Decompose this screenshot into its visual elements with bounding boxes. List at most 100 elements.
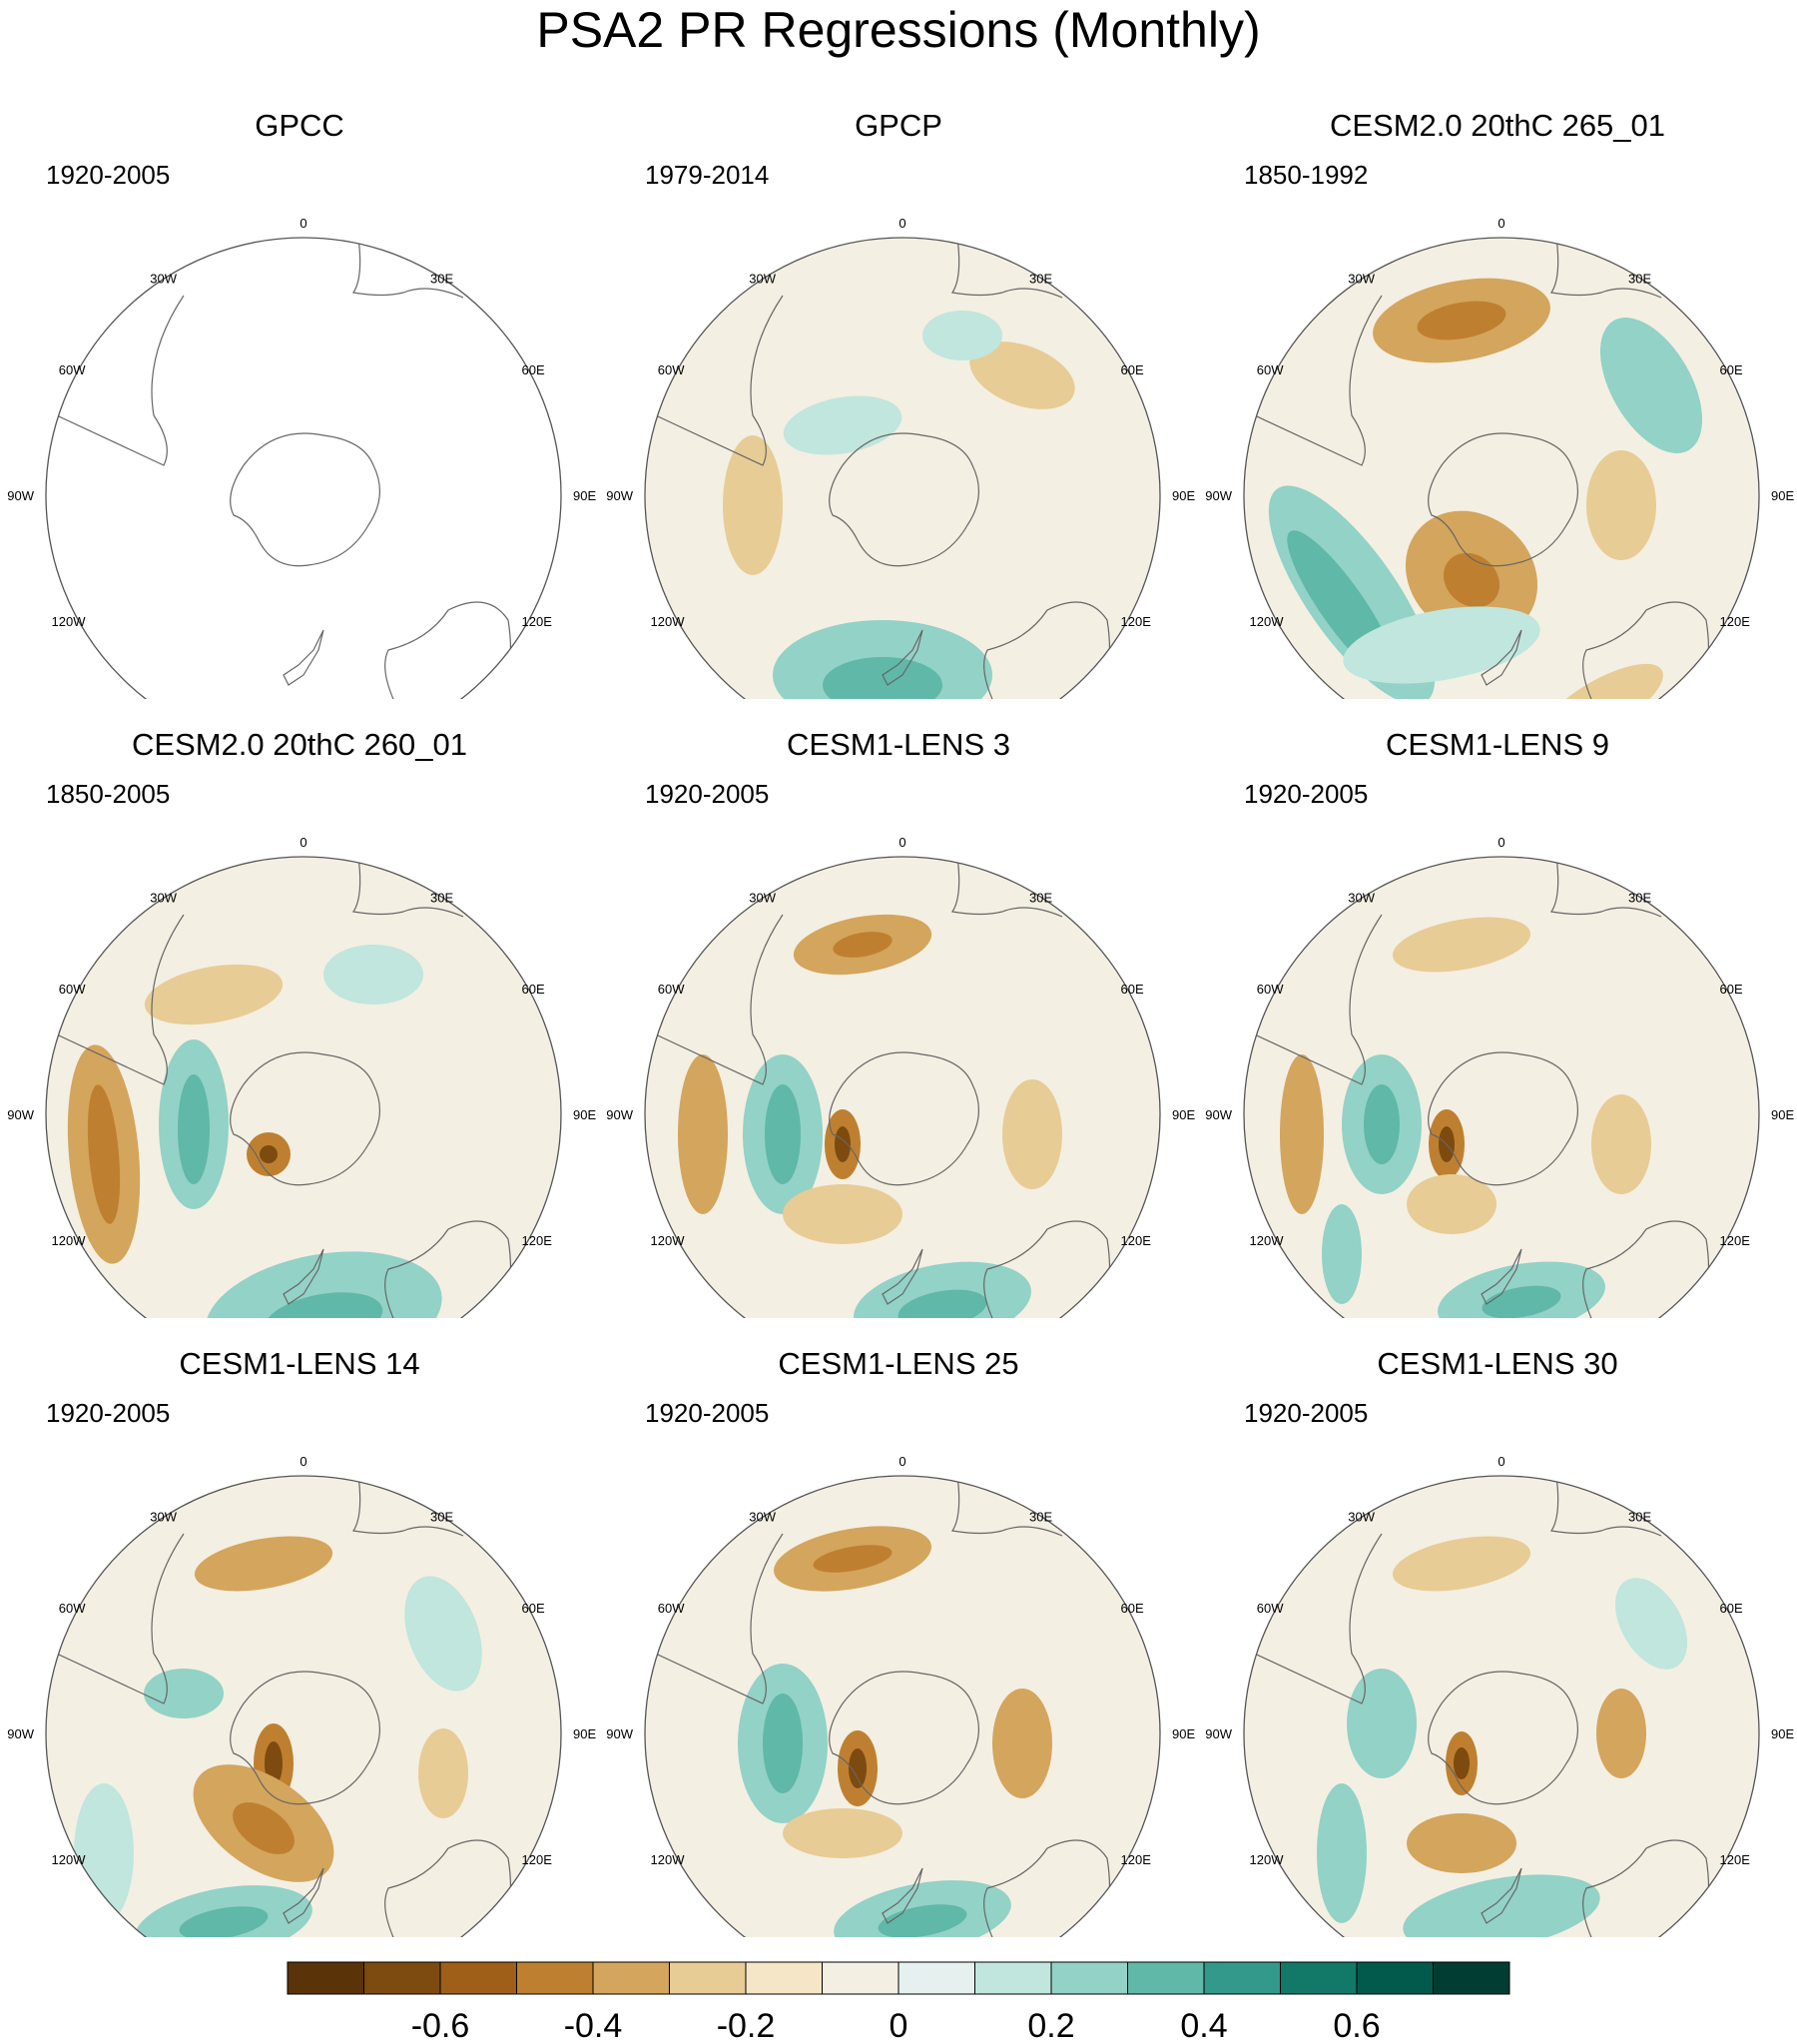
- contour-region: [813, 1545, 893, 1573]
- map-panel: 030E60E90E120E150E180150W120W90W60W30WGP…: [0, 80, 599, 699]
- longitude-label: 60W: [658, 1601, 685, 1616]
- colorbar-swatch: [745, 1961, 823, 1995]
- contour-region: [1392, 917, 1531, 973]
- south-america-coastline: [645, 295, 784, 466]
- longitude-label: 120W: [651, 614, 686, 629]
- panel-period: 1920-2005: [46, 1398, 171, 1428]
- contour-region: [144, 964, 284, 1025]
- colorbar-swatch: [974, 1961, 1052, 1995]
- polar-map: 030E60E90E120E150E180150W120W90W60W30W: [7, 835, 596, 1318]
- map-panel: 030E60E90E120E150E180150W120W90W60W30W CE…: [0, 699, 599, 1318]
- south-america-coastline: [645, 914, 784, 1085]
- south-america-coastline: [46, 295, 185, 466]
- contour-region: [835, 1126, 851, 1162]
- panel-period: 1850-2005: [46, 779, 171, 809]
- longitude-label: 30E: [1029, 891, 1052, 906]
- colorbar-swatch: [1280, 1961, 1358, 1995]
- longitude-label: 120W: [52, 1852, 87, 1867]
- longitude-label: 90W: [7, 1726, 34, 1741]
- australia-coastline: [983, 1839, 1111, 1937]
- colorbar-swatch: [439, 1961, 517, 1995]
- map-boundary: [644, 1475, 1161, 1937]
- map-boundary: [45, 856, 562, 1318]
- longitude-label: 30W: [749, 272, 776, 287]
- longitude-label: 0: [300, 1454, 306, 1469]
- polar-map: 030E60E90E120E150E180150W120W90W60W30W: [7, 216, 596, 699]
- longitude-label: 120W: [1250, 614, 1285, 629]
- panel-period: 1920-2005: [1244, 779, 1369, 809]
- contour-region: [1317, 1783, 1367, 1923]
- longitude-label: 60W: [59, 1601, 86, 1616]
- panel-period: 1920-2005: [46, 160, 171, 190]
- longitude-label: 60E: [522, 982, 545, 997]
- contour-region: [1614, 1578, 1688, 1670]
- longitude-label: 60E: [1720, 982, 1743, 997]
- australia-coastline: [384, 1220, 512, 1318]
- longitude-label: 30E: [1628, 1510, 1651, 1525]
- australia-coastline: [384, 1839, 512, 1937]
- new-zealand-coastline: [283, 1248, 324, 1305]
- contour-region: [1343, 606, 1540, 684]
- australia-coastline: [983, 1220, 1111, 1318]
- map-boundary: [45, 1475, 562, 1937]
- contour-region: [265, 1741, 283, 1785]
- new-zealand-coastline: [882, 1248, 923, 1305]
- map-panel: 030E60E90E120E150E180150W120W90W60W30WCE…: [0, 1318, 599, 1937]
- contour-region: [1280, 1054, 1324, 1214]
- figure-title: PSA2 PR Regressions (Monthly): [536, 2, 1261, 58]
- australia-coastline: [1582, 1220, 1710, 1318]
- map-panel: 030E60E90E120E150E180150W120W90W60W30WCE…: [1198, 80, 1797, 699]
- longitude-label: 60E: [522, 362, 545, 377]
- contour-region: [1364, 1084, 1400, 1164]
- longitude-label: 90E: [1172, 1726, 1195, 1741]
- longitude-label: 30W: [1348, 891, 1375, 906]
- longitude-label: 120W: [52, 614, 87, 629]
- panel-title: CESM1-LENS 9: [1386, 727, 1609, 762]
- africa-coastline: [950, 238, 1063, 299]
- map-panel: 030E60E90E120E150E180150W120W90W60W30W CE…: [599, 699, 1198, 1318]
- new-zealand-coastline: [882, 629, 923, 686]
- contour-region: [323, 945, 423, 1005]
- contour-region: [765, 1084, 801, 1184]
- contour-region: [87, 1084, 121, 1224]
- colorbar-swatch: [1203, 1961, 1281, 1995]
- longitude-label: 0: [1498, 216, 1504, 231]
- contour-region: [1407, 1174, 1497, 1234]
- longitude-label: 60W: [1257, 362, 1284, 377]
- contour-region: [1417, 301, 1506, 341]
- longitude-label: 0: [300, 835, 306, 850]
- colorbar-swatch: [592, 1961, 670, 1995]
- longitude-label: 90W: [1205, 488, 1232, 503]
- antarctica-coastline: [230, 1051, 381, 1186]
- map-background: [645, 1476, 1160, 1937]
- contour-region: [233, 1802, 295, 1854]
- contour-region: [1407, 1813, 1516, 1873]
- colorbar-tick-label: 0: [890, 2007, 908, 2044]
- longitude-label: 90E: [1771, 488, 1794, 503]
- map-panel: 030E60E90E120E150E180150W120W90W60W30WCE…: [1198, 699, 1797, 1318]
- polar-map: 030E60E90E120E150E180150W120W90W60W30W: [606, 835, 1195, 1318]
- colorbar-swatch: [363, 1961, 441, 1995]
- longitude-label: 60W: [59, 362, 86, 377]
- panel-title: CESM1-LENS 25: [778, 1346, 1019, 1381]
- longitude-label: 120W: [52, 1233, 87, 1248]
- contour-region: [723, 435, 783, 575]
- longitude-label: 60E: [1720, 362, 1743, 377]
- longitude-label: 0: [300, 216, 306, 231]
- longitude-label: 90E: [573, 488, 596, 503]
- contour-region: [823, 657, 942, 699]
- contour-region: [179, 1906, 269, 1937]
- panel-title: CESM2.0 20thC 260_01: [131, 727, 468, 762]
- colorbar-swatch: [1127, 1961, 1205, 1995]
- antarctica-coastline: [1428, 1671, 1579, 1805]
- longitude-label: 60W: [59, 982, 86, 997]
- longitude-label: 60E: [1121, 1601, 1144, 1616]
- longitude-label: 30W: [150, 272, 177, 287]
- colorbar-tick-label: -0.4: [564, 2007, 623, 2044]
- contour-region: [178, 1074, 210, 1184]
- map-boundary: [1243, 237, 1760, 699]
- contour-region: [1539, 663, 1663, 699]
- panel-title: CESM1-LENS 3: [787, 727, 1010, 762]
- longitude-label: 60W: [658, 362, 685, 377]
- south-america-coastline: [645, 1533, 784, 1704]
